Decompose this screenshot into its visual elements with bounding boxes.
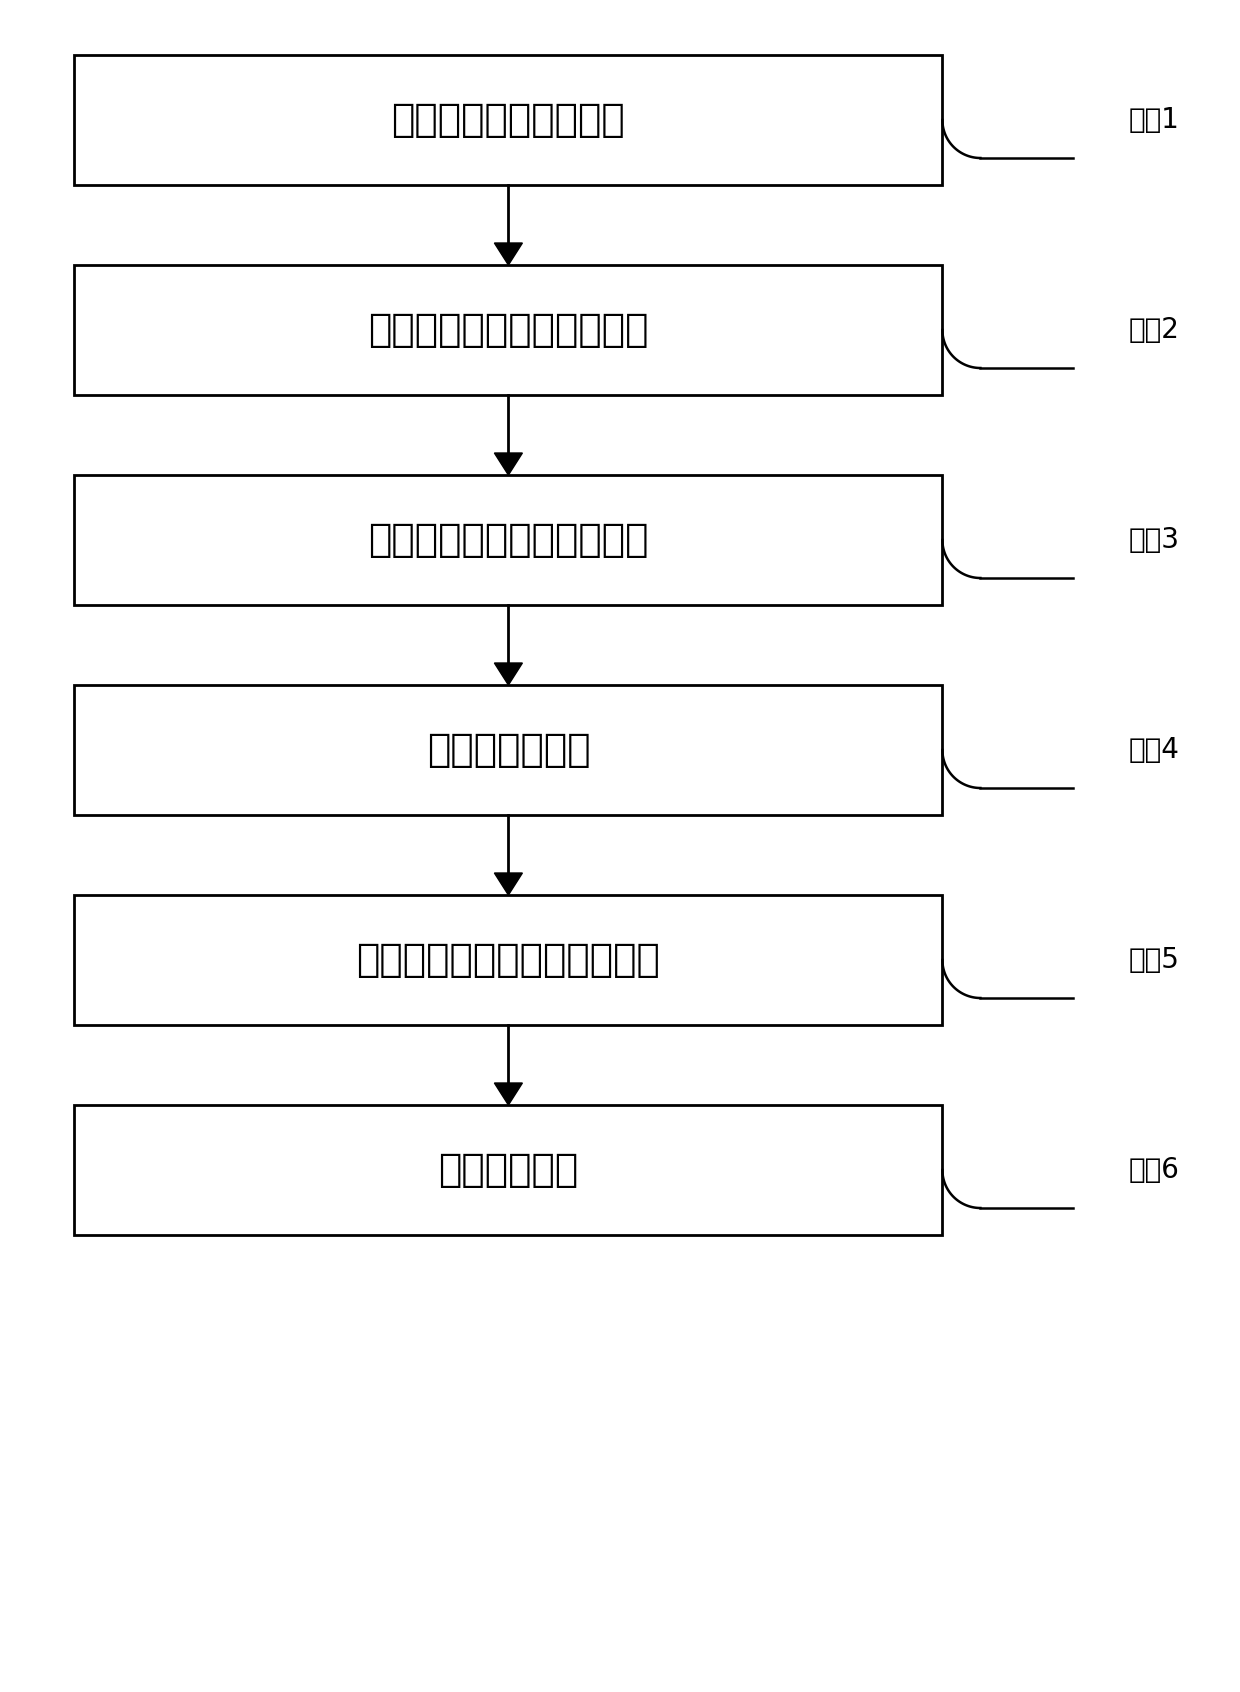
FancyBboxPatch shape <box>74 1105 942 1235</box>
Text: 步骤5: 步骤5 <box>1128 946 1179 975</box>
Polygon shape <box>495 663 522 685</box>
FancyBboxPatch shape <box>74 895 942 1025</box>
FancyBboxPatch shape <box>74 56 942 184</box>
Text: 处理半导体薄膜: 处理半导体薄膜 <box>427 731 590 768</box>
Text: 处理绝缘薄膜: 处理绝缘薄膜 <box>438 1151 579 1189</box>
FancyBboxPatch shape <box>74 475 942 606</box>
Text: 在样品表面沉积半导体薄膜: 在样品表面沉积半导体薄膜 <box>368 521 649 558</box>
Text: 步骤4: 步骤4 <box>1128 736 1179 765</box>
Text: 步骤2: 步骤2 <box>1128 316 1179 343</box>
FancyBboxPatch shape <box>74 266 942 394</box>
Text: 步骤6: 步骤6 <box>1128 1156 1179 1184</box>
Text: 步骤3: 步骤3 <box>1128 526 1179 553</box>
Polygon shape <box>495 873 522 895</box>
Text: 在半导体薄膜上沉积绝缘薄膜: 在半导体薄膜上沉积绝缘薄膜 <box>356 941 661 980</box>
Text: 对沉积样品表面进行预处理: 对沉积样品表面进行预处理 <box>368 311 649 349</box>
Polygon shape <box>495 453 522 475</box>
Text: 搭建符合薄膜沉积系统: 搭建符合薄膜沉积系统 <box>392 102 625 139</box>
Polygon shape <box>495 1083 522 1105</box>
Text: 步骤1: 步骤1 <box>1128 107 1179 134</box>
FancyBboxPatch shape <box>74 685 942 816</box>
Polygon shape <box>495 244 522 266</box>
